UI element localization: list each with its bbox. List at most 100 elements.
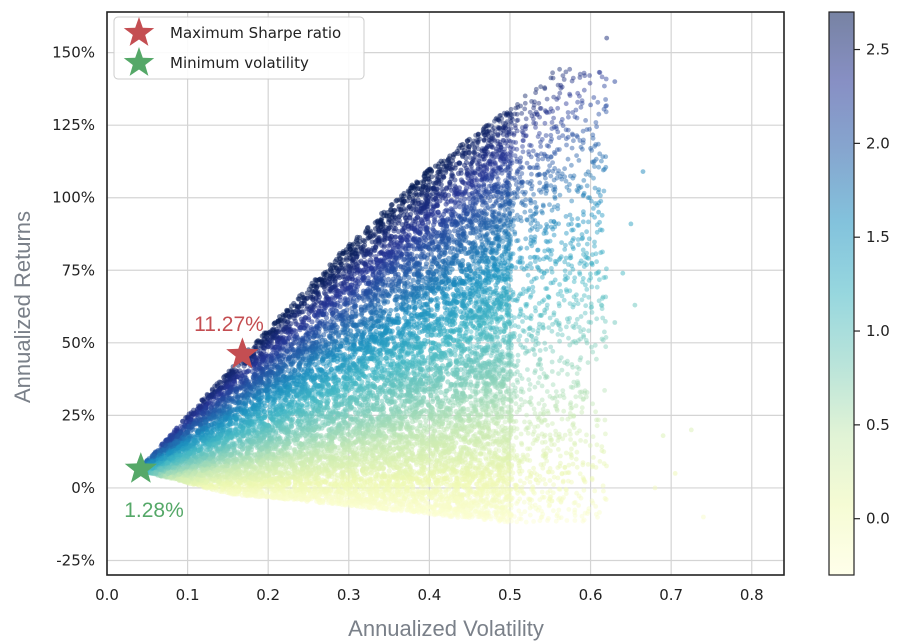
portfolio-point	[488, 376, 494, 381]
portfolio-point	[562, 166, 567, 172]
portfolio-point	[600, 483, 606, 489]
portfolio-point	[486, 273, 491, 279]
portfolio-point	[474, 439, 480, 444]
portfolio-point	[507, 153, 513, 159]
portfolio-point	[493, 354, 499, 360]
portfolio-point	[492, 495, 498, 501]
portfolio-point	[479, 462, 485, 468]
portfolio-point	[581, 209, 586, 215]
portfolio-point	[569, 452, 574, 458]
portfolio-point	[489, 136, 494, 142]
portfolio-point	[504, 275, 510, 281]
portfolio-point	[478, 414, 484, 419]
portfolio-point	[500, 235, 506, 241]
portfolio-point	[474, 212, 480, 217]
portfolio-point	[492, 440, 498, 445]
portfolio-point	[472, 175, 478, 181]
portfolio-point	[505, 158, 511, 164]
portfolio-point	[492, 459, 497, 465]
portfolio-point	[479, 472, 485, 478]
portfolio-point	[508, 345, 514, 351]
portfolio-point	[492, 240, 497, 246]
portfolio-point	[493, 405, 499, 411]
portfolio-point	[486, 510, 492, 516]
portfolio-point	[483, 419, 488, 425]
portfolio-point	[538, 106, 544, 111]
portfolio-point	[546, 325, 552, 330]
portfolio-point	[594, 356, 599, 362]
portfolio-point	[479, 287, 485, 292]
portfolio-point	[476, 499, 482, 505]
portfolio-point	[580, 235, 586, 241]
portfolio-point	[505, 446, 511, 452]
portfolio-point	[478, 256, 484, 261]
portfolio-point	[482, 444, 488, 450]
portfolio-point	[500, 156, 506, 162]
portfolio-point	[502, 123, 508, 129]
portfolio-point	[497, 465, 503, 471]
portfolio-point	[502, 222, 507, 228]
portfolio-point	[500, 377, 506, 382]
portfolio-point	[603, 431, 608, 437]
portfolio-point	[520, 130, 526, 136]
portfolio-point	[534, 209, 539, 215]
portfolio-point	[591, 206, 596, 211]
portfolio-point	[591, 455, 596, 460]
portfolio-point	[468, 162, 474, 167]
portfolio-point	[532, 384, 538, 390]
portfolio-point	[551, 94, 557, 100]
portfolio-point	[546, 294, 551, 300]
portfolio-point	[589, 477, 595, 483]
portfolio-point	[547, 163, 552, 169]
portfolio-point	[508, 149, 513, 155]
portfolio-point	[476, 192, 481, 198]
portfolio-point	[492, 364, 498, 370]
portfolio-point	[472, 200, 478, 206]
portfolio-point	[475, 299, 481, 305]
portfolio-point	[518, 155, 524, 161]
portfolio-point	[562, 174, 568, 180]
portfolio-point	[555, 511, 560, 517]
portfolio-point	[486, 373, 491, 379]
portfolio-point	[494, 483, 500, 489]
portfolio-point	[557, 434, 562, 440]
portfolio-point	[511, 443, 516, 449]
portfolio-point	[472, 349, 477, 354]
portfolio-point	[572, 507, 578, 513]
portfolio-point	[487, 286, 492, 292]
portfolio-point	[594, 423, 600, 429]
portfolio-point	[492, 129, 498, 135]
portfolio-point	[497, 125, 503, 131]
portfolio-point	[498, 464, 504, 470]
portfolio-point	[510, 116, 515, 122]
portfolio-point	[501, 110, 507, 116]
portfolio-point	[498, 294, 504, 300]
portfolio-point	[547, 202, 552, 208]
portfolio-point	[482, 348, 488, 354]
portfolio-point	[471, 155, 477, 161]
portfolio-point	[543, 375, 548, 381]
portfolio-point	[531, 102, 537, 108]
portfolio-point	[547, 257, 553, 262]
portfolio-point	[524, 337, 530, 343]
portfolio-point	[480, 327, 486, 333]
portfolio-point	[473, 398, 478, 403]
portfolio-point	[508, 154, 514, 160]
portfolio-point	[507, 430, 513, 435]
portfolio-point	[533, 308, 538, 314]
portfolio-point	[507, 308, 513, 313]
portfolio-point	[568, 255, 574, 261]
portfolio-point	[496, 431, 502, 437]
portfolio-point	[533, 205, 539, 211]
portfolio-point	[502, 374, 507, 379]
portfolio-point	[473, 242, 478, 247]
portfolio-point	[517, 255, 523, 261]
portfolio-point	[545, 445, 550, 451]
portfolio-point	[482, 151, 487, 157]
portfolio-point	[602, 417, 608, 423]
portfolio-point	[485, 367, 491, 373]
portfolio-point	[528, 200, 534, 206]
portfolio-point	[498, 391, 504, 397]
portfolio-point	[475, 166, 481, 172]
portfolio-point	[571, 236, 576, 241]
